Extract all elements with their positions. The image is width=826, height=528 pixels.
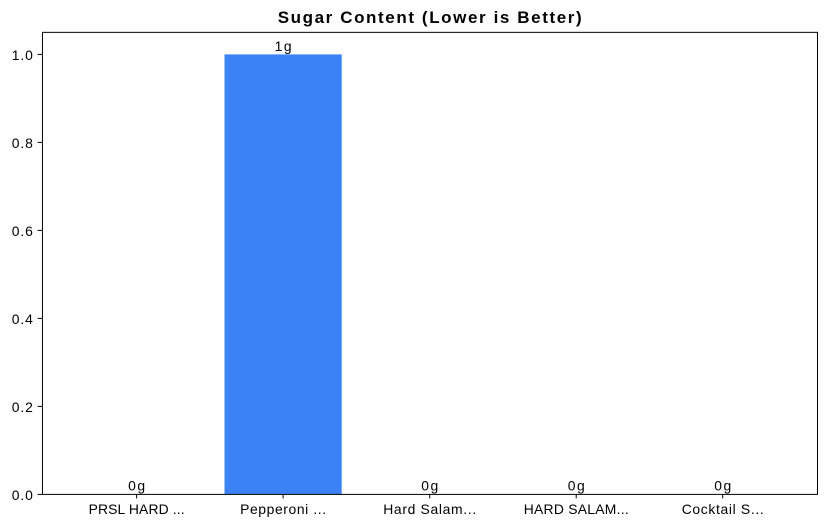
svg-text:0g: 0g — [128, 478, 145, 494]
svg-text:Hard Salam...: Hard Salam... — [383, 501, 476, 517]
svg-text:0.6: 0.6 — [12, 223, 33, 239]
svg-text:Pepperoni ...: Pepperoni ... — [240, 501, 326, 517]
svg-text:1.0: 1.0 — [12, 47, 33, 63]
svg-text:0g: 0g — [714, 478, 731, 494]
svg-text:Sugar Content (Lower is Better: Sugar Content (Lower is Better) — [278, 8, 582, 27]
svg-text:0g: 0g — [421, 478, 438, 494]
svg-text:0.2: 0.2 — [12, 399, 33, 415]
svg-text:0.8: 0.8 — [12, 135, 33, 151]
svg-text:1g: 1g — [275, 38, 292, 54]
svg-text:0.4: 0.4 — [12, 311, 33, 327]
svg-text:HARD SALAM...: HARD SALAM... — [524, 501, 629, 517]
svg-text:0.0: 0.0 — [12, 487, 33, 503]
svg-text:0g: 0g — [568, 478, 585, 494]
svg-text:PRSL HARD ...: PRSL HARD ... — [89, 501, 185, 517]
svg-text:Cocktail S...: Cocktail S... — [682, 501, 764, 517]
